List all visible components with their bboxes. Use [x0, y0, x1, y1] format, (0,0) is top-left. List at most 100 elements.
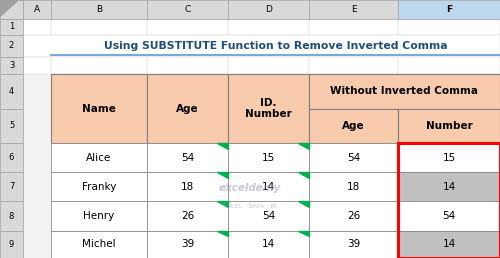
- Bar: [228, 172, 309, 201]
- Text: 54: 54: [347, 153, 360, 163]
- Bar: [398, 57, 500, 74]
- Text: 39: 39: [347, 239, 360, 249]
- Bar: [228, 231, 309, 258]
- Text: E: E: [350, 5, 356, 14]
- Bar: [51, 57, 147, 74]
- Bar: [309, 231, 398, 258]
- Polygon shape: [217, 143, 228, 149]
- Text: 26: 26: [347, 211, 360, 221]
- Text: B: B: [96, 5, 102, 14]
- Text: 54: 54: [262, 211, 275, 221]
- Text: exceldemy: exceldemy: [219, 183, 281, 193]
- Text: C: C: [184, 5, 190, 14]
- Bar: [309, 143, 398, 172]
- Polygon shape: [217, 172, 228, 178]
- Text: 15: 15: [262, 153, 275, 163]
- Bar: [309, 74, 500, 109]
- Text: 18: 18: [181, 182, 194, 192]
- Polygon shape: [217, 231, 228, 236]
- Bar: [147, 172, 228, 201]
- Bar: [309, 0, 398, 19]
- Bar: [147, 74, 228, 143]
- Text: 18: 18: [347, 182, 360, 192]
- Bar: [228, 143, 309, 172]
- Text: 14: 14: [442, 239, 456, 249]
- Text: Alice: Alice: [86, 153, 112, 163]
- Text: Franky: Franky: [82, 182, 116, 192]
- Polygon shape: [0, 0, 18, 16]
- Text: 9: 9: [9, 240, 14, 249]
- Bar: [398, 231, 500, 258]
- Text: Name: Name: [82, 104, 116, 114]
- Text: ID.
Number: ID. Number: [245, 98, 292, 119]
- Bar: [398, 143, 500, 172]
- Text: 8: 8: [9, 212, 14, 221]
- Text: 1: 1: [9, 22, 14, 31]
- Bar: [228, 57, 309, 74]
- Text: F: F: [446, 5, 452, 14]
- Bar: [0, 231, 23, 258]
- Bar: [398, 0, 500, 19]
- Text: Age: Age: [342, 121, 365, 131]
- Bar: [51, 19, 147, 35]
- Bar: [0, 0, 23, 19]
- Bar: [51, 143, 147, 172]
- Bar: [228, 19, 309, 35]
- Bar: [309, 172, 398, 201]
- Bar: [0, 57, 23, 74]
- Polygon shape: [298, 201, 309, 207]
- Bar: [398, 172, 500, 201]
- Bar: [398, 109, 500, 143]
- Polygon shape: [298, 172, 309, 178]
- Text: 54: 54: [181, 153, 194, 163]
- Text: 26: 26: [181, 211, 194, 221]
- Text: 3: 3: [9, 61, 14, 70]
- Text: 14: 14: [442, 182, 456, 192]
- Bar: [0, 172, 23, 201]
- Text: Using SUBSTITUTE Function to Remove Inverted Comma: Using SUBSTITUTE Function to Remove Inve…: [104, 41, 448, 51]
- Text: Age: Age: [176, 104, 199, 114]
- Bar: [398, 143, 500, 258]
- Text: 14: 14: [262, 239, 275, 249]
- Bar: [51, 201, 147, 231]
- Text: Number: Number: [426, 121, 472, 131]
- Bar: [147, 143, 228, 172]
- Bar: [51, 74, 147, 143]
- Bar: [228, 0, 309, 19]
- Bar: [398, 201, 500, 231]
- Text: EXCEL · DATA · BI: EXCEL · DATA · BI: [223, 204, 277, 209]
- Polygon shape: [298, 143, 309, 149]
- Bar: [147, 231, 228, 258]
- Bar: [309, 109, 398, 143]
- Text: D: D: [265, 5, 272, 14]
- Bar: [0, 143, 23, 172]
- Bar: [51, 231, 147, 258]
- Text: 5: 5: [9, 122, 14, 130]
- Text: 4: 4: [9, 87, 14, 96]
- Bar: [23, 35, 500, 57]
- Bar: [51, 172, 147, 201]
- Text: Michel: Michel: [82, 239, 116, 249]
- Bar: [147, 57, 228, 74]
- Text: Henry: Henry: [84, 211, 114, 221]
- Text: A: A: [34, 5, 40, 14]
- Text: 14: 14: [262, 182, 275, 192]
- Text: 15: 15: [442, 153, 456, 163]
- Bar: [23, 0, 51, 19]
- Bar: [147, 201, 228, 231]
- Bar: [147, 0, 228, 19]
- Bar: [0, 74, 23, 109]
- Bar: [23, 19, 51, 35]
- Bar: [0, 0, 23, 19]
- Bar: [398, 19, 500, 35]
- Bar: [147, 19, 228, 35]
- Bar: [23, 57, 51, 74]
- Text: Without Inverted Comma: Without Inverted Comma: [330, 86, 478, 96]
- Text: 2: 2: [9, 42, 14, 50]
- Bar: [0, 19, 23, 35]
- Bar: [228, 74, 309, 143]
- Text: 54: 54: [442, 211, 456, 221]
- Bar: [228, 201, 309, 231]
- Bar: [309, 19, 398, 35]
- Polygon shape: [298, 231, 309, 236]
